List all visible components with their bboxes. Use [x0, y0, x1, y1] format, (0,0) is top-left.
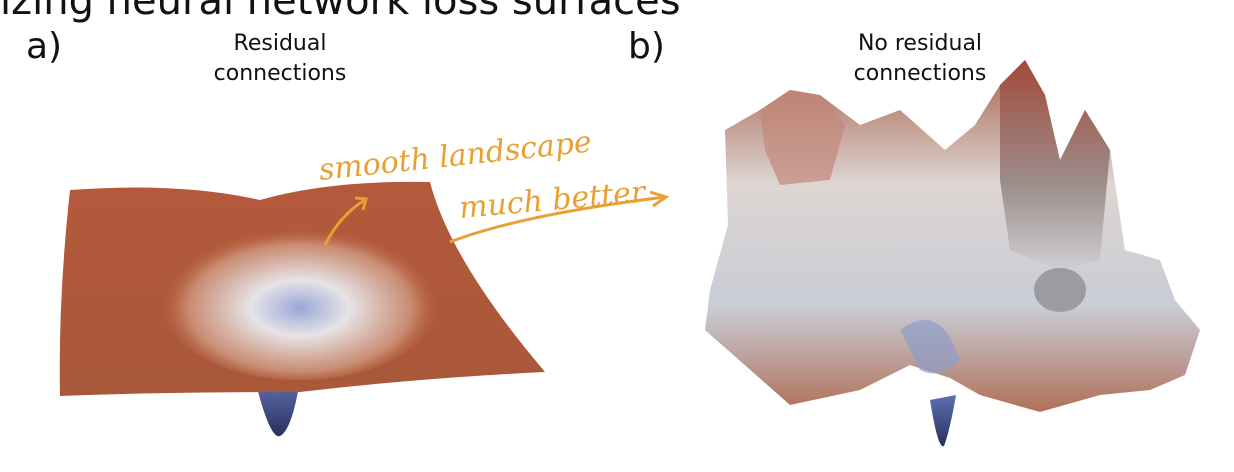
annotation-text: much better: [458, 175, 649, 226]
annotation: smooth landscape much better: [317, 125, 670, 246]
arrow: [449, 190, 670, 244]
smooth-surface: [59, 181, 545, 437]
panel-caption: No residual: [858, 31, 982, 56]
panel-label: b): [628, 26, 665, 67]
panel-caption: connections: [854, 61, 987, 86]
slide-title: izing neural network loss surfaces: [0, 0, 681, 24]
panel-caption: Residual: [234, 31, 327, 56]
panel-caption: connections: [214, 61, 347, 86]
rough-surface: [705, 60, 1200, 447]
panel-label: a): [26, 26, 62, 67]
annotation-text: smooth landscape: [317, 125, 593, 188]
arrow: [323, 196, 368, 246]
